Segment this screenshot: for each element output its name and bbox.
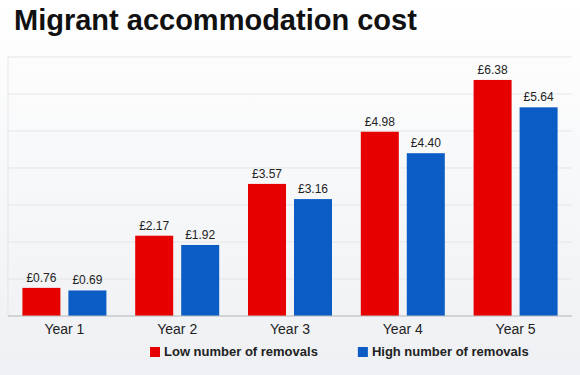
- data-label: £0.76: [26, 271, 56, 285]
- legend: Low number of removals High number of rem…: [150, 344, 529, 359]
- data-label: £0.69: [72, 273, 102, 287]
- x-tick-label: Year 2: [157, 321, 197, 337]
- bar: [474, 80, 512, 316]
- axis-line: [8, 57, 9, 316]
- data-label: £6.38: [478, 63, 508, 77]
- bar: [181, 245, 219, 316]
- x-tick-label: Year 4: [383, 321, 423, 337]
- data-label: £4.40: [411, 136, 441, 150]
- bar: [407, 153, 445, 316]
- bar: [22, 288, 60, 316]
- background: [0, 0, 580, 375]
- data-label: £5.64: [524, 90, 554, 104]
- x-tick-label: Year 1: [44, 321, 84, 337]
- legend-swatch: [150, 347, 160, 357]
- legend-swatch: [358, 347, 368, 357]
- data-label: £4.98: [365, 115, 395, 129]
- bar: [520, 107, 558, 316]
- bar: [294, 199, 332, 316]
- x-tick-label: Year 3: [270, 321, 310, 337]
- bars: [22, 80, 557, 316]
- bar: [135, 236, 173, 316]
- baseline: [8, 316, 572, 317]
- data-label: £2.17: [139, 219, 169, 233]
- bar: [248, 184, 286, 316]
- title: Migrant accommodation cost: [14, 4, 417, 36]
- data-label: £3.57: [252, 167, 282, 181]
- bar: [361, 132, 399, 316]
- chart-container: Migrant accommodation cost £0.76 £0.69 £2.1…: [0, 0, 580, 375]
- data-label: £3.16: [298, 182, 328, 196]
- data-label: £1.92: [185, 228, 215, 242]
- grid-line: [8, 316, 572, 317]
- legend-label: High number of removals: [372, 344, 529, 359]
- legend-label: Low number of removals: [164, 344, 318, 359]
- chart-svg: Migrant accommodation cost £0.76 £0.69 £2.1…: [0, 0, 580, 375]
- grid-line: [8, 57, 572, 58]
- labels: £0.76 £0.69 £2.17 £1.92 £3.57 £3.16 £4.98 £4.40…: [26, 63, 554, 288]
- x-tick-label: Year 5: [496, 321, 536, 337]
- bar: [68, 290, 106, 316]
